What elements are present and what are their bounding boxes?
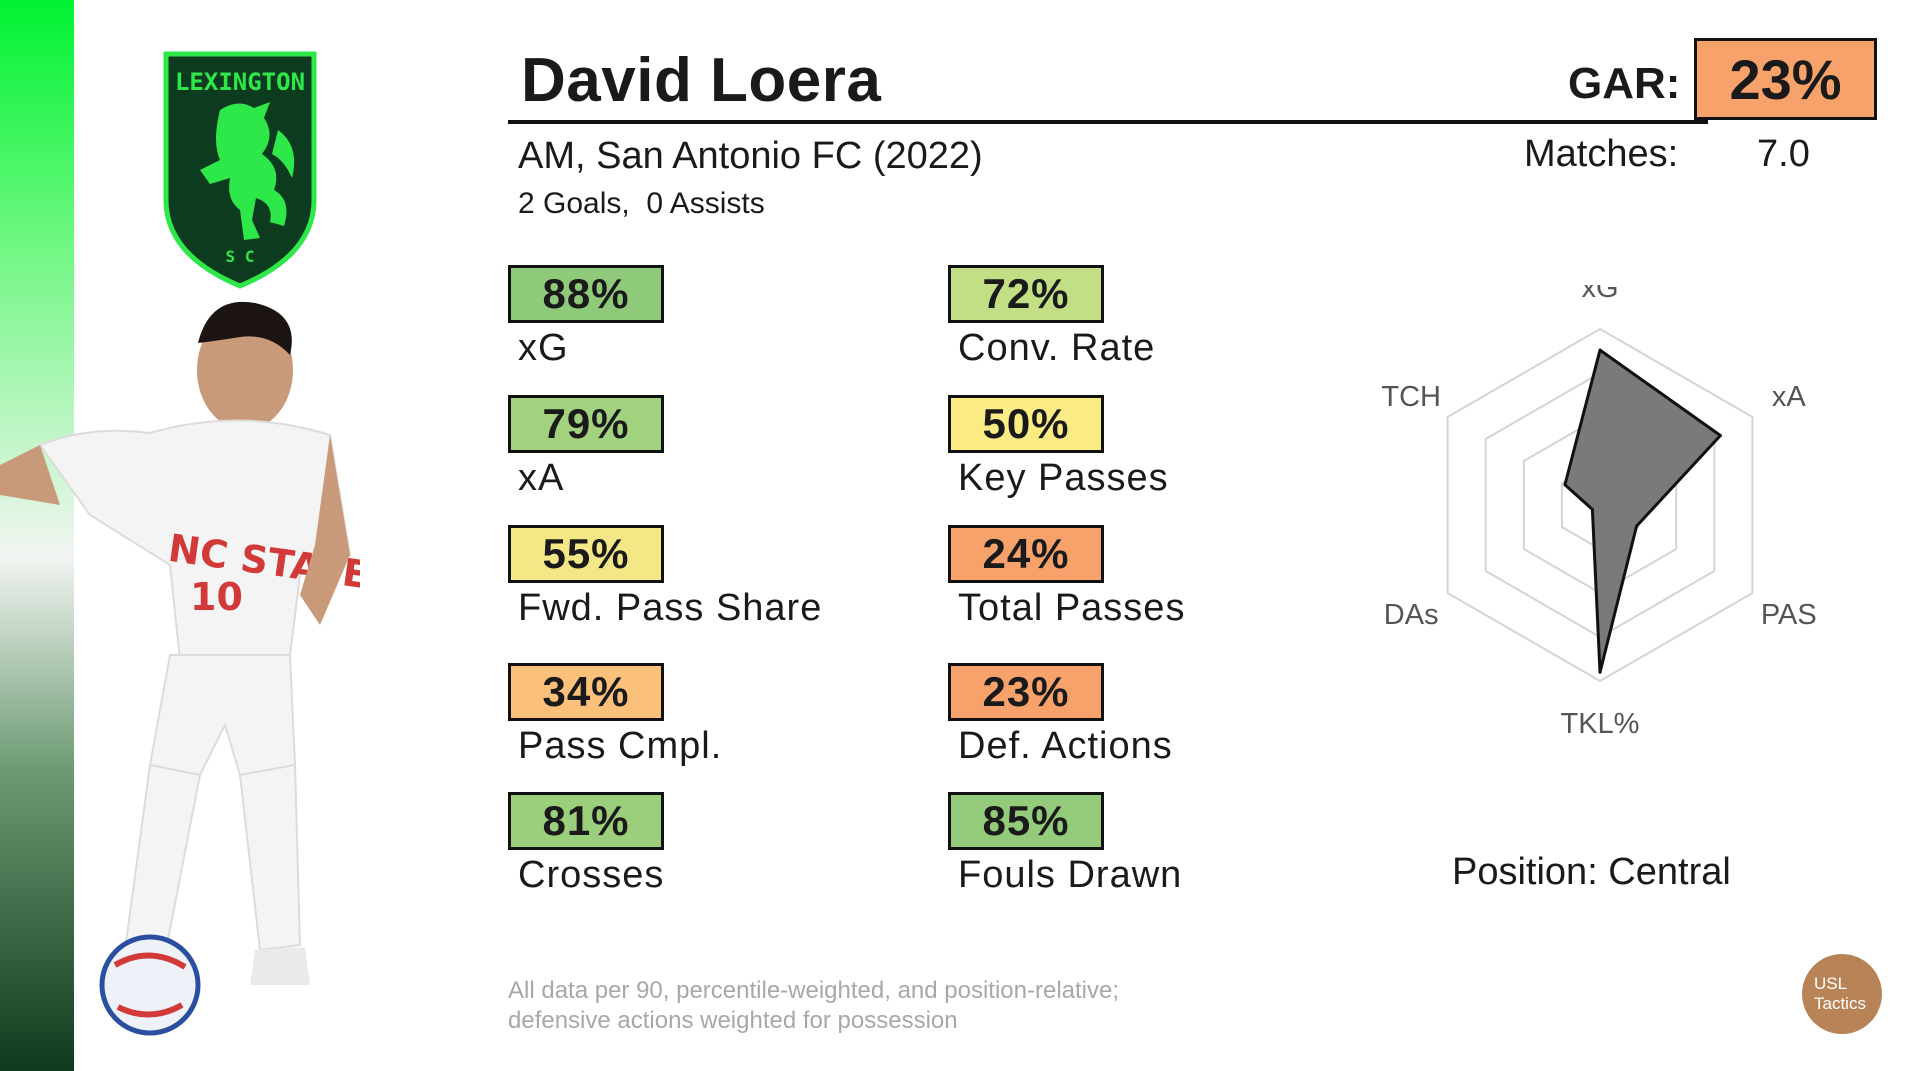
stat-label: Crosses (518, 854, 665, 896)
stat-label: Fouls Drawn (958, 854, 1183, 896)
stat-value: 50% (948, 395, 1104, 453)
gradient-sidebar (0, 0, 74, 1071)
stat-label: Fwd. Pass Share (518, 587, 823, 629)
title-divider (508, 120, 1708, 124)
gar-value-badge: 23% (1694, 38, 1877, 120)
radar-ring-4 (1446, 327, 1754, 683)
gar-label: GAR: (1568, 59, 1681, 108)
stat-total-passes: 24% Total Passes (948, 525, 1388, 635)
radar-point-pas (1635, 524, 1639, 528)
player-name: David Loera (521, 46, 882, 115)
stat-value: 23% (948, 663, 1104, 721)
radar-point-tch (1563, 483, 1567, 487)
matches-value: 7.0 (1757, 133, 1810, 175)
badge-line-1: USL (1814, 974, 1848, 993)
radar-axis-label-xa: xA (1772, 381, 1807, 413)
radar-axis-label-xg: xG (1581, 285, 1618, 304)
stat-label: Total Passes (958, 587, 1186, 629)
footnote-line-2: defensive actions weighted for possessio… (508, 1007, 958, 1034)
footnote: All data per 90, percentile-weighted, an… (508, 976, 1119, 1036)
stat-def-actions: 23% Def. Actions (948, 663, 1388, 773)
radar-point-xg (1598, 348, 1602, 352)
stat-label: Key Passes (958, 457, 1169, 499)
stat-value: 88% (508, 265, 664, 323)
radar-point-das (1590, 507, 1594, 511)
stat-value: 85% (948, 792, 1104, 850)
radar-axis-label-tkl: TKL% (1561, 708, 1640, 740)
player-photo: NC STATE 10 (0, 301, 360, 1036)
stat-pass-cmpl: 34% Pass Cmpl. (508, 663, 948, 773)
stat-fwd-pass-share: 55% Fwd. Pass Share (508, 525, 948, 635)
stat-value: 79% (508, 395, 664, 453)
position-label: Position: Central (1452, 851, 1731, 893)
stat-value: 34% (508, 663, 664, 721)
radar-point-xa (1718, 433, 1722, 437)
stat-conv-rate: 72% Conv. Rate (948, 265, 1388, 375)
stat-fouls-drawn: 85% Fouls Drawn (948, 792, 1388, 902)
radar-axis-label-das: DAs (1384, 599, 1439, 631)
radar-chart: xG xA PAS TKL% DAs TCH (1381, 285, 1817, 740)
stat-value: 55% (508, 525, 664, 583)
stat-label: Def. Actions (958, 725, 1173, 767)
stat-value: 72% (948, 265, 1104, 323)
stat-label: Conv. Rate (958, 327, 1156, 369)
matches-label: Matches: (1524, 133, 1679, 175)
stat-crosses: 81% Crosses (508, 792, 948, 902)
stat-xa: 79% xA (508, 395, 948, 505)
crest-text: LEXINGTON (175, 68, 305, 96)
svg-text:10: 10 (190, 575, 243, 619)
player-subtitle: AM, San Antonio FC (2022) (518, 135, 983, 177)
crest-letters: S C (226, 247, 255, 266)
goals-assists: 2 Goals, 0 Assists (518, 187, 765, 220)
badge-line-2: Tactics (1814, 994, 1866, 1013)
radar-axis-label-tch: TCH (1381, 381, 1441, 413)
radar-point-tkl (1598, 670, 1602, 674)
stat-key-passes: 50% Key Passes (948, 395, 1388, 505)
stat-label: xG (518, 327, 569, 369)
stat-label: xA (518, 457, 565, 499)
lexington-sc-crest-logo: LEXINGTON S C (163, 51, 317, 289)
stat-label: Pass Cmpl. (518, 725, 723, 767)
usl-tactics-badge: USL Tactics (1802, 954, 1882, 1034)
stat-value: 81% (508, 792, 664, 850)
footnote-line-1: All data per 90, percentile-weighted, an… (508, 977, 1120, 1004)
stat-xg: 88% xG (508, 265, 948, 375)
stat-value: 24% (948, 525, 1104, 583)
radar-axis-label-pas: PAS (1761, 599, 1817, 631)
